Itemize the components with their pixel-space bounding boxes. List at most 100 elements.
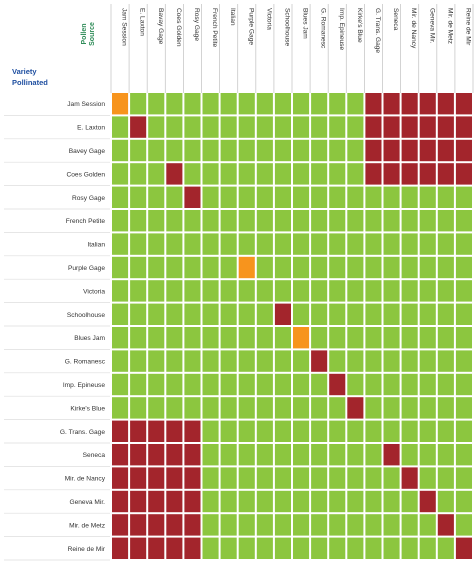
heatmap-cell-compatible: [347, 163, 364, 185]
heatmap-cell-compatible: [293, 280, 310, 302]
heatmap-cell-compatible: [401, 444, 418, 466]
row-label: French Petite: [66, 218, 106, 225]
heatmap-cell-incompatible: [311, 350, 328, 372]
heatmap-cell-partial: [112, 93, 129, 115]
heatmap-cell-compatible: [437, 327, 454, 349]
heatmap-cell-compatible: [238, 397, 255, 419]
heatmap-cell-compatible: [293, 210, 310, 232]
heatmap-cell-compatible: [437, 210, 454, 232]
heatmap-cell-compatible: [166, 256, 183, 279]
heatmap-cell-incompatible: [166, 163, 183, 185]
heatmap-cell-compatible: [130, 373, 147, 396]
heatmap-cell-compatible: [293, 256, 310, 279]
heatmap-cell-compatible: [166, 139, 183, 162]
heatmap-cell-compatible: [220, 537, 237, 559]
column-label: Mir. de Metz: [446, 8, 453, 44]
heatmap-cell-compatible: [112, 327, 129, 349]
heatmap-cell-compatible: [220, 233, 237, 255]
heatmap-cell-compatible: [202, 93, 219, 115]
heatmap-cell-incompatible: [383, 116, 400, 138]
heatmap-cell-incompatible: [401, 93, 418, 115]
heatmap-cell-compatible: [256, 420, 273, 442]
heatmap-cell-incompatible: [455, 163, 472, 185]
heatmap-cell-compatible: [401, 490, 418, 513]
heatmap-cell-compatible: [383, 256, 400, 279]
heatmap-cell-compatible: [202, 514, 219, 536]
heatmap-cell-compatible: [184, 397, 201, 419]
column-label: Kirke's Blue: [356, 8, 363, 43]
heatmap-cell-incompatible: [365, 116, 382, 138]
heatmap-cell-compatible: [437, 467, 454, 489]
heatmap-cell-compatible: [148, 397, 165, 419]
heatmap-cell-compatible: [202, 139, 219, 162]
column-label: G. Trans. Gage: [374, 8, 381, 53]
heatmap-cell-compatible: [401, 233, 418, 255]
heatmap-cell-compatible: [202, 116, 219, 138]
heatmap-cell-compatible: [256, 490, 273, 513]
heatmap-cell-compatible: [311, 280, 328, 302]
heatmap-cell-compatible: [238, 373, 255, 396]
heatmap-cell-incompatible: [184, 444, 201, 466]
heatmap-cell-compatible: [383, 280, 400, 302]
heatmap-cell-compatible: [220, 186, 237, 208]
heatmap-cell-compatible: [202, 373, 219, 396]
heatmap-cell-incompatible: [419, 116, 436, 138]
heatmap-cell-compatible: [437, 397, 454, 419]
row-label: Schoolhouse: [67, 312, 105, 319]
heatmap-cell-compatible: [329, 420, 346, 442]
heatmap-cell-compatible: [220, 350, 237, 372]
heatmap-cell-compatible: [130, 327, 147, 349]
heatmap-cell-compatible: [293, 420, 310, 442]
heatmap-cell-compatible: [419, 233, 436, 255]
heatmap-cell-compatible: [166, 373, 183, 396]
heatmap-cell-compatible: [419, 350, 436, 372]
heatmap-cell-compatible: [383, 186, 400, 208]
heatmap-cell-compatible: [274, 139, 291, 162]
heatmap-cell-compatible: [455, 256, 472, 279]
heatmap-cell-compatible: [184, 210, 201, 232]
heatmap-cell-compatible: [274, 116, 291, 138]
heatmap-cell-compatible: [293, 350, 310, 372]
heatmap-cell-compatible: [365, 350, 382, 372]
heatmap-cell-incompatible: [166, 490, 183, 513]
heatmap-cell-partial: [238, 256, 255, 279]
heatmap-cell-compatible: [130, 186, 147, 208]
heatmap-cell-compatible: [455, 514, 472, 536]
heatmap-cell-compatible: [311, 514, 328, 536]
heatmap-cell-incompatible: [148, 490, 165, 513]
heatmap-cell-compatible: [329, 210, 346, 232]
heatmap-cell-compatible: [455, 186, 472, 208]
heatmap-cell-compatible: [184, 116, 201, 138]
heatmap-cell-compatible: [220, 397, 237, 419]
heatmap-cell-compatible: [365, 256, 382, 279]
row-label: Italian: [87, 242, 105, 249]
heatmap-cell-compatible: [112, 373, 129, 396]
heatmap-cell-compatible: [293, 444, 310, 466]
heatmap-cell-compatible: [112, 397, 129, 419]
heatmap-cell-compatible: [329, 116, 346, 138]
heatmap-cell-compatible: [148, 233, 165, 255]
heatmap-cell-compatible: [274, 350, 291, 372]
row-label: Seneca: [83, 452, 106, 459]
heatmap-cell-compatible: [437, 444, 454, 466]
heatmap-cell-compatible: [347, 280, 364, 302]
heatmap-cell-compatible: [184, 93, 201, 115]
heatmap-cell-compatible: [238, 93, 255, 115]
heatmap-cell-compatible: [148, 93, 165, 115]
heatmap-cell-compatible: [365, 514, 382, 536]
heatmap-cell-compatible: [256, 514, 273, 536]
heatmap-cell-compatible: [329, 397, 346, 419]
heatmap-cell-incompatible: [455, 537, 472, 559]
heatmap-cell-compatible: [401, 373, 418, 396]
heatmap-cell-compatible: [256, 116, 273, 138]
heatmap-cell-compatible: [202, 163, 219, 185]
heatmap-cell-compatible: [419, 397, 436, 419]
heatmap-cell-incompatible: [365, 139, 382, 162]
heatmap-cell-compatible: [311, 490, 328, 513]
heatmap-cell-compatible: [329, 444, 346, 466]
heatmap-cell-compatible: [274, 397, 291, 419]
heatmap-cell-compatible: [256, 350, 273, 372]
heatmap-cell-compatible: [383, 514, 400, 536]
row-label: Kirke's Blue: [70, 405, 105, 412]
heatmap-cell-incompatible: [184, 537, 201, 559]
